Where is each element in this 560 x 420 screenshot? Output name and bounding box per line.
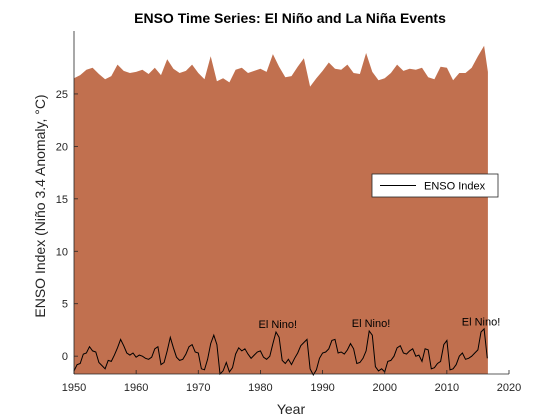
series-line-enso-index	[73, 327, 488, 377]
annotation-el-nino-2: El Nino!	[352, 318, 391, 330]
y-tick-label-20: 20	[56, 141, 68, 153]
legend-label-enso-index: ENSO Index	[424, 181, 486, 193]
x-tick-label-1960: 1960	[124, 382, 148, 394]
x-tick-label-2020: 2020	[497, 382, 521, 394]
annotation-el-nino-3: El Nino!	[462, 317, 501, 329]
area-series	[74, 45, 488, 374]
x-axis-label: Year	[277, 401, 306, 417]
y-axis-label: ENSO Index (Niño 3.4 Anomaly, °C)	[32, 94, 48, 317]
plot-area: El Nino! El Nino! El Nino!	[73, 45, 501, 377]
x-tick-label-2010: 2010	[435, 382, 459, 394]
legend-box	[371, 173, 499, 198]
x-tick-label-2000: 2000	[372, 382, 396, 394]
x-tick-label-1980: 1980	[248, 382, 272, 394]
chart-title: ENSO Time Series: El Niño and La Niña Ev…	[134, 10, 446, 26]
x-tick-label-1950: 1950	[62, 382, 86, 394]
x-tick-label-1990: 1990	[310, 382, 334, 394]
annotation-el-nino-1: El Nino!	[259, 319, 298, 331]
y-tick-label-0: 0	[62, 351, 68, 363]
y-tick-label-5: 5	[62, 299, 68, 311]
y-tick-label-10: 10	[56, 246, 68, 258]
x-tick-label-1970: 1970	[186, 382, 210, 394]
y-tick-label-15: 15	[56, 194, 68, 206]
legend: ENSO Index	[371, 173, 499, 198]
y-tick-label-25: 25	[56, 89, 68, 101]
axes: 1950 1960 1970 1980 1990 2000 2010 2020 0 5 10 15 20…	[56, 31, 521, 394]
